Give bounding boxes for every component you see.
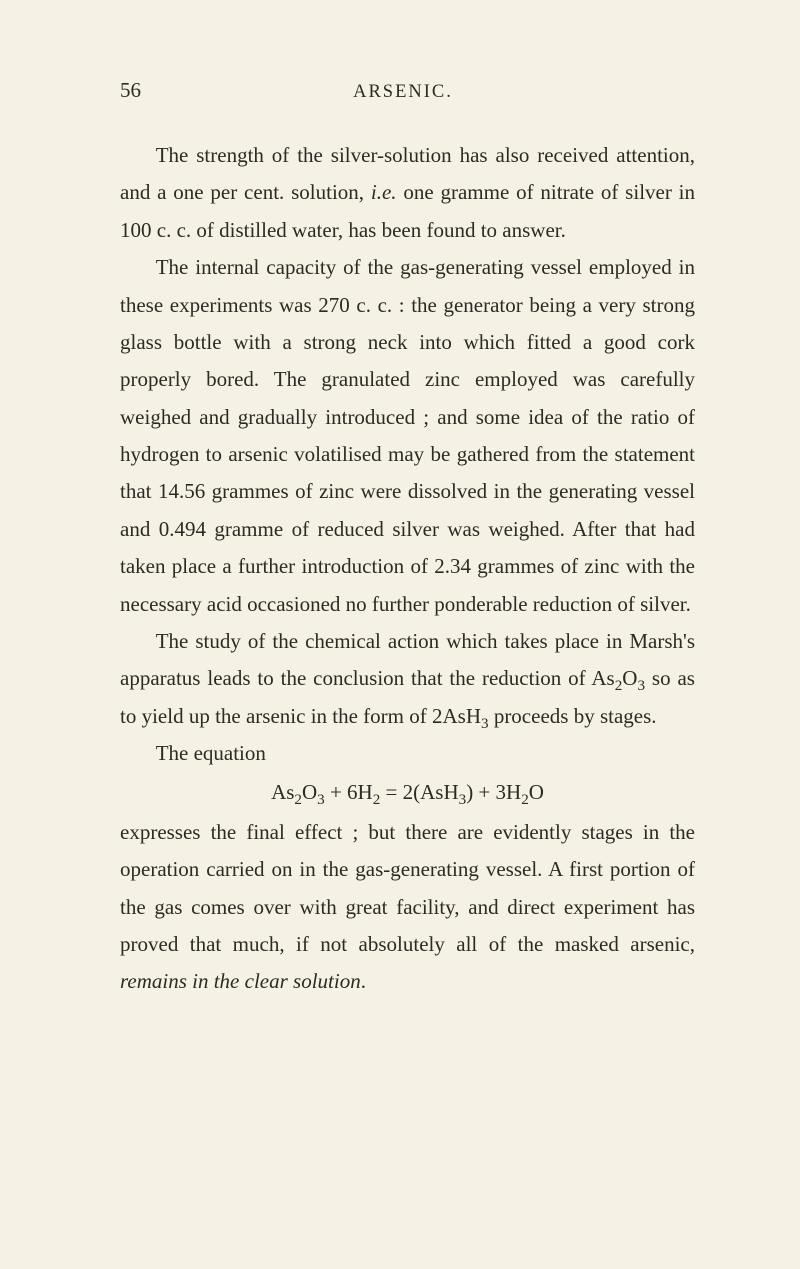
equation: As2O3 + 6H2 = 2(AsH3) + 3H2O <box>120 774 695 811</box>
page-number: 56 <box>120 78 141 103</box>
paragraph-3: The study of the chemical action which t… <box>120 623 695 735</box>
paragraph-4: The equation <box>120 735 695 772</box>
page-header: 56 ARSENIC. <box>120 78 695 103</box>
paragraph-1: The strength of the silver-solution has … <box>120 137 695 249</box>
page: 56 ARSENIC. The strength of the silver-s… <box>0 0 800 1269</box>
running-head: ARSENIC. <box>141 82 665 103</box>
paragraph-5: expresses the final effect ; but there a… <box>120 814 695 1001</box>
paragraph-2: The internal capacity of the gas-generat… <box>120 249 695 623</box>
body-text: The strength of the silver-solution has … <box>120 137 695 1001</box>
